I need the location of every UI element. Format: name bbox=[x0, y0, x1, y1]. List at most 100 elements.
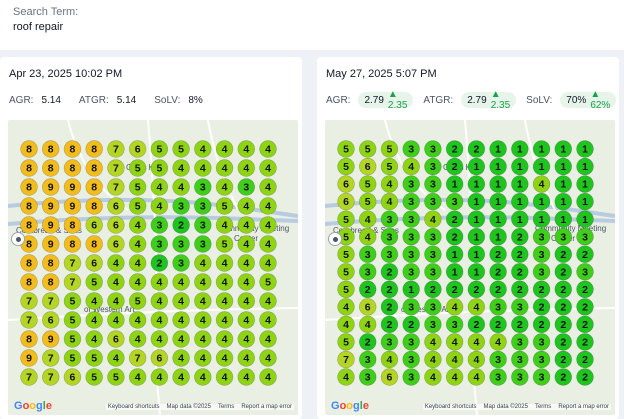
rank-point[interactable] bbox=[467, 315, 486, 334]
rank-point[interactable] bbox=[402, 192, 420, 211]
rank-point[interactable] bbox=[215, 178, 234, 196]
rank-point[interactable] bbox=[424, 315, 442, 334]
rank-point[interactable] bbox=[215, 140, 234, 158]
rank-point[interactable] bbox=[359, 350, 377, 369]
rank-point[interactable] bbox=[107, 197, 125, 215]
rank-point[interactable] bbox=[42, 178, 60, 196]
rank-point[interactable] bbox=[554, 350, 572, 369]
rank-point[interactable] bbox=[445, 245, 464, 263]
rank-point[interactable] bbox=[424, 192, 442, 211]
rank-point[interactable] bbox=[128, 140, 147, 158]
rank-point[interactable] bbox=[63, 235, 82, 253]
rank-point[interactable] bbox=[511, 298, 529, 316]
rank-point[interactable] bbox=[576, 192, 594, 211]
rank-point[interactable] bbox=[445, 140, 464, 158]
rank-point[interactable] bbox=[359, 280, 377, 299]
rank-point[interactable] bbox=[237, 311, 255, 329]
rank-point[interactable] bbox=[20, 254, 38, 272]
rank-point[interactable] bbox=[489, 140, 507, 158]
rank-point[interactable] bbox=[337, 175, 355, 193]
rank-point[interactable] bbox=[172, 197, 190, 215]
rank-point[interactable] bbox=[259, 235, 277, 253]
rank-point[interactable] bbox=[42, 140, 60, 158]
rank-point[interactable] bbox=[489, 192, 507, 211]
rank-point[interactable] bbox=[511, 350, 529, 369]
report-map-error-link[interactable]: Report a map error bbox=[241, 404, 292, 410]
rank-point[interactable] bbox=[511, 280, 529, 299]
rank-point[interactable] bbox=[424, 175, 442, 193]
rank-point[interactable] bbox=[128, 216, 147, 234]
rank-point[interactable] bbox=[424, 333, 442, 351]
rank-point[interactable] bbox=[107, 311, 125, 329]
rank-point[interactable] bbox=[107, 216, 125, 234]
rank-point[interactable] bbox=[359, 245, 377, 263]
rank-point[interactable] bbox=[259, 140, 277, 158]
rank-point[interactable] bbox=[128, 368, 147, 386]
rank-point[interactable] bbox=[42, 159, 60, 177]
rank-point[interactable] bbox=[128, 273, 147, 291]
rank-point[interactable] bbox=[107, 159, 125, 177]
rank-point[interactable] bbox=[85, 254, 103, 272]
rank-point[interactable] bbox=[359, 175, 377, 193]
rank-point[interactable] bbox=[85, 311, 103, 329]
rank-grid-map[interactable]: Cornbread & SonsGlass KnollCommunity Mee… bbox=[325, 120, 615, 415]
rank-point[interactable] bbox=[445, 210, 464, 228]
rank-point[interactable] bbox=[402, 175, 420, 193]
rank-point[interactable] bbox=[511, 245, 529, 263]
rank-point[interactable] bbox=[511, 263, 529, 281]
rank-point[interactable] bbox=[63, 311, 82, 329]
rank-point[interactable] bbox=[150, 235, 169, 253]
rank-point[interactable] bbox=[215, 159, 234, 177]
rank-point[interactable] bbox=[380, 280, 399, 299]
rank-point[interactable] bbox=[402, 263, 420, 281]
rank-point[interactable] bbox=[489, 210, 507, 228]
rank-point[interactable] bbox=[194, 368, 212, 386]
rank-point[interactable] bbox=[194, 330, 212, 348]
rank-point[interactable] bbox=[467, 210, 486, 228]
rank-point[interactable] bbox=[337, 333, 355, 351]
rank-point[interactable] bbox=[85, 235, 103, 253]
rank-point[interactable] bbox=[259, 292, 277, 310]
rank-point[interactable] bbox=[424, 140, 442, 158]
rank-point[interactable] bbox=[511, 192, 529, 211]
rank-point[interactable] bbox=[380, 350, 399, 369]
rank-point[interactable] bbox=[532, 368, 551, 386]
rank-point[interactable] bbox=[424, 298, 442, 316]
rank-point[interactable] bbox=[150, 349, 169, 367]
rank-point[interactable] bbox=[85, 273, 103, 291]
rank-point[interactable] bbox=[237, 178, 255, 196]
rank-point[interactable] bbox=[445, 263, 464, 281]
rank-point[interactable] bbox=[489, 175, 507, 193]
rank-point[interactable] bbox=[467, 227, 486, 246]
rank-point[interactable] bbox=[259, 254, 277, 272]
rank-point[interactable] bbox=[20, 292, 38, 310]
rank-point[interactable] bbox=[424, 210, 442, 228]
rank-point[interactable] bbox=[107, 349, 125, 367]
rank-point[interactable] bbox=[576, 157, 594, 176]
rank-grid-map[interactable]: Cornbread & SonsGlass KnollCommunity Mee… bbox=[8, 120, 298, 415]
rank-point[interactable] bbox=[445, 298, 464, 316]
rank-point[interactable] bbox=[20, 349, 38, 367]
rank-point[interactable] bbox=[489, 280, 507, 299]
rank-point[interactable] bbox=[511, 227, 529, 246]
rank-point[interactable] bbox=[337, 350, 355, 369]
map-canvas[interactable]: Cornbread & SonsGlass KnollCommunity Mee… bbox=[325, 120, 615, 415]
rank-point[interactable] bbox=[532, 192, 551, 211]
rank-point[interactable] bbox=[237, 140, 255, 158]
rank-point[interactable] bbox=[215, 292, 234, 310]
rank-point[interactable] bbox=[511, 157, 529, 176]
rank-point[interactable] bbox=[194, 349, 212, 367]
rank-point[interactable] bbox=[402, 210, 420, 228]
rank-point[interactable] bbox=[532, 315, 551, 334]
rank-point[interactable] bbox=[259, 197, 277, 215]
rank-point[interactable] bbox=[489, 298, 507, 316]
rank-point[interactable] bbox=[359, 210, 377, 228]
rank-point[interactable] bbox=[402, 157, 420, 176]
rank-point[interactable] bbox=[380, 315, 399, 334]
rank-point[interactable] bbox=[532, 175, 551, 193]
rank-point[interactable] bbox=[150, 216, 169, 234]
rank-point[interactable] bbox=[554, 157, 572, 176]
rank-point[interactable] bbox=[42, 349, 60, 367]
rank-point[interactable] bbox=[215, 349, 234, 367]
rank-point[interactable] bbox=[424, 263, 442, 281]
